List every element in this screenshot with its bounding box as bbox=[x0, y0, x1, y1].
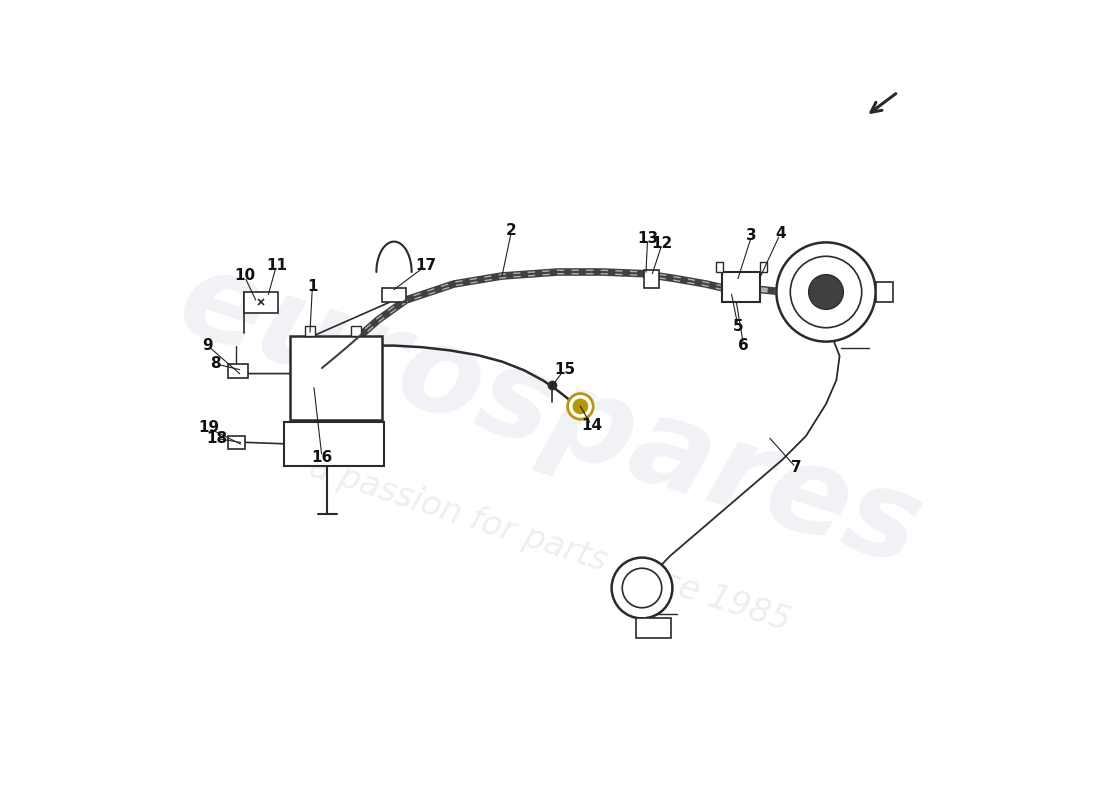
Text: 4: 4 bbox=[776, 226, 785, 241]
Bar bbox=[876, 282, 893, 302]
Bar bbox=[228, 436, 245, 449]
Circle shape bbox=[612, 558, 672, 618]
Text: 16: 16 bbox=[311, 450, 332, 465]
Text: 9: 9 bbox=[202, 338, 213, 353]
Bar bbox=[636, 618, 671, 638]
Bar bbox=[244, 292, 278, 313]
Bar bbox=[228, 364, 249, 378]
Text: 14: 14 bbox=[581, 418, 602, 433]
Text: 8: 8 bbox=[210, 357, 221, 371]
Text: 13: 13 bbox=[637, 231, 658, 246]
Bar bbox=[351, 326, 361, 336]
Text: 3: 3 bbox=[746, 229, 757, 243]
Text: 2: 2 bbox=[506, 223, 517, 238]
Bar bbox=[645, 270, 659, 288]
Text: 7: 7 bbox=[791, 461, 802, 475]
Text: 6: 6 bbox=[738, 338, 749, 353]
Bar bbox=[716, 262, 723, 272]
Text: 17: 17 bbox=[416, 258, 437, 273]
Bar bbox=[290, 336, 382, 420]
Circle shape bbox=[573, 399, 587, 414]
Text: 18: 18 bbox=[206, 431, 227, 446]
Circle shape bbox=[623, 568, 662, 608]
Text: 11: 11 bbox=[266, 258, 287, 273]
Circle shape bbox=[777, 242, 876, 342]
Text: 10: 10 bbox=[234, 269, 255, 283]
Bar bbox=[285, 422, 384, 466]
Circle shape bbox=[568, 394, 593, 419]
Circle shape bbox=[808, 274, 844, 310]
Bar bbox=[382, 288, 406, 302]
Text: 1: 1 bbox=[307, 279, 318, 294]
Text: a passion for parts since 1985: a passion for parts since 1985 bbox=[305, 450, 795, 638]
Circle shape bbox=[790, 256, 861, 328]
Bar bbox=[722, 272, 760, 302]
Text: 5: 5 bbox=[733, 319, 744, 334]
Text: 19: 19 bbox=[198, 421, 219, 435]
Text: eurospares: eurospares bbox=[165, 241, 935, 591]
Bar bbox=[306, 326, 315, 336]
Bar bbox=[760, 262, 767, 272]
Text: 12: 12 bbox=[651, 237, 672, 251]
Text: 15: 15 bbox=[553, 362, 575, 377]
